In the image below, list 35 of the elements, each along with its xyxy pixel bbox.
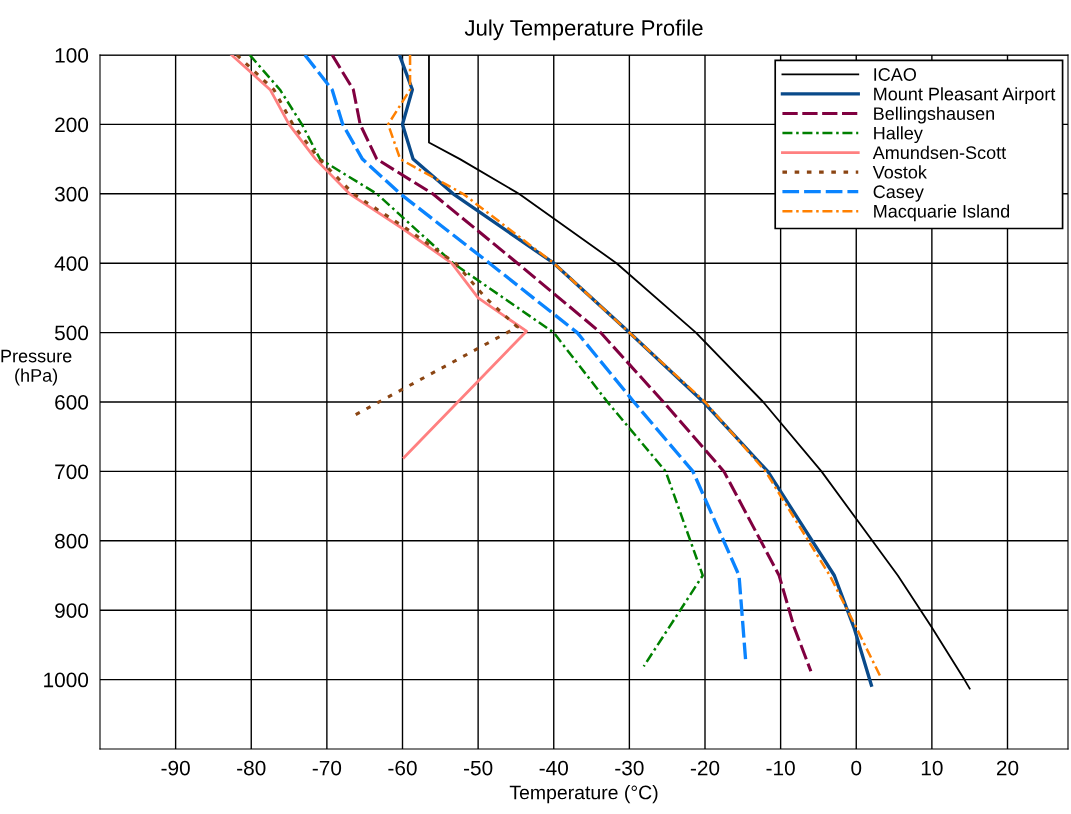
x-tick-label: -50	[464, 760, 493, 776]
y-tick-label: 900	[55, 603, 89, 618]
legend-label: Macquarie Island	[874, 204, 1010, 222]
x-tick-label: -70	[312, 760, 342, 776]
x-tick-label: 20	[996, 760, 1019, 776]
legend-label: Mount Pleasant Airport	[874, 87, 1056, 105]
line-series	[248, 55, 704, 668]
y-axis-title: Pressure (hPa)	[1, 349, 72, 386]
x-tick-label: -20	[690, 760, 720, 776]
legend-label: Casey	[873, 185, 924, 202]
x-tick-label: 10	[921, 760, 943, 776]
x-tick-label: -40	[539, 760, 568, 776]
y-tick-label: 200	[55, 117, 89, 133]
y-tick-label: 300	[54, 186, 89, 202]
y-tick-label: 600	[55, 395, 89, 410]
y-tick-label: 400	[54, 256, 89, 271]
x-tick-label: -30	[615, 760, 644, 776]
x-tick-label: -80	[237, 760, 266, 776]
x-tick-label: 0	[851, 760, 862, 776]
x-tick-label: -10	[766, 760, 795, 776]
legend-label: Halley	[874, 126, 923, 144]
line-series	[330, 55, 813, 673]
y-tick-label: 700	[55, 464, 89, 480]
y-tick-label: 1000	[44, 672, 89, 688]
y-tick-label: 500	[54, 325, 89, 341]
chart-title: July Temperature Profile	[464, 19, 703, 41]
x-tick-label: -90	[161, 760, 190, 776]
legend-label: Amundsen-Scott	[872, 145, 1007, 160]
legend-label: Vostok	[872, 165, 927, 179]
y-tick-label: 800	[55, 533, 89, 549]
legend-label: ICAO	[874, 68, 916, 81]
x-tick-label: -60	[388, 760, 417, 776]
x-axis-title: Temperature (°C)	[509, 785, 658, 804]
y-tick-label: 100	[55, 48, 89, 63]
legend-label: Bellingshausen	[874, 106, 994, 124]
